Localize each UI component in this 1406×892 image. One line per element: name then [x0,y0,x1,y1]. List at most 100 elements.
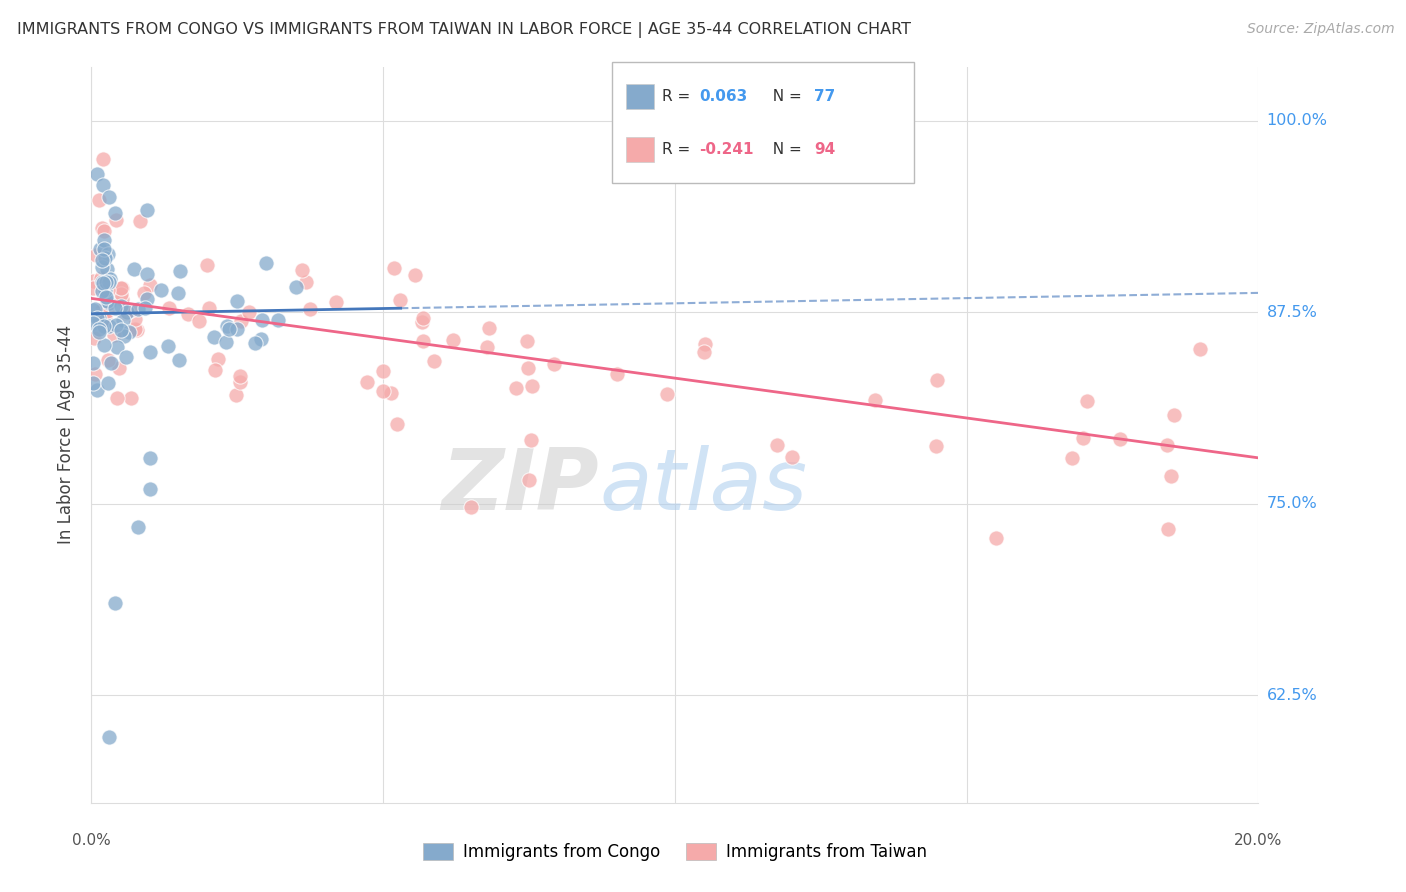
Point [97,190,120,204]
Point [104,301,127,315]
Text: atlas: atlas [599,445,807,528]
Point [97,296,120,310]
Point [105,340,128,354]
Point [984,531,1007,545]
Text: 87.5%: 87.5% [1267,305,1317,319]
Point [91,152,114,166]
Point [93,233,115,247]
Text: Source: ZipAtlas.com: Source: ZipAtlas.com [1247,22,1395,37]
Text: N =: N = [763,142,807,157]
Point [124,311,146,326]
Point [89,311,111,326]
Point [82,316,104,330]
Point [120,303,142,318]
Point [90,285,112,299]
Point [94,275,117,289]
Text: N =: N = [763,88,807,103]
Point [82,281,104,295]
Point [356,375,378,389]
Point [91,276,114,290]
Point [86,384,108,398]
Point [765,437,787,451]
Point [104,205,127,219]
Point [460,500,482,514]
Point [93,310,115,325]
Text: 75.0%: 75.0% [1267,496,1317,511]
Text: 20.0%: 20.0% [1234,833,1282,848]
Point [371,384,394,399]
Point [82,356,104,370]
Point [325,295,347,310]
Point [1073,431,1095,445]
Point [136,267,159,281]
Point [87,322,110,336]
Point [138,450,162,465]
Text: R =: R = [662,88,696,103]
Point [229,376,252,390]
Point [218,322,240,336]
Point [111,293,134,307]
Point [1156,437,1178,451]
Point [605,367,627,381]
Point [250,313,273,327]
Point [91,302,114,317]
Point [94,287,117,301]
Point [132,285,155,300]
Point [226,294,249,309]
Point [198,301,221,315]
Point [138,482,162,496]
Point [225,388,247,402]
Point [124,322,146,336]
Point [1163,409,1185,423]
Point [423,354,446,368]
Point [1076,394,1098,409]
Point [108,361,131,376]
Point [91,221,114,235]
Point [129,213,152,227]
Point [925,439,948,453]
Point [136,292,159,306]
Point [87,325,110,339]
Point [82,376,104,390]
Point [89,193,111,207]
Point [83,331,105,345]
Point [520,434,543,448]
Point [169,264,191,278]
Point [105,391,128,405]
Point [90,271,112,285]
Point [475,340,498,354]
Point [120,391,142,405]
Point [243,336,266,351]
Point [516,334,538,348]
Point [93,242,115,256]
Point [134,301,156,315]
Text: 94: 94 [814,142,835,157]
Point [412,311,434,326]
Point [93,337,115,351]
Point [110,287,132,301]
Point [98,275,121,289]
Point [97,246,120,260]
Text: 0.063: 0.063 [699,88,747,103]
Point [412,334,434,348]
Point [505,381,527,395]
Point [298,302,321,317]
Point [382,260,405,275]
Point [167,352,190,367]
Point [89,242,111,256]
Text: -0.241: -0.241 [699,142,754,157]
Point [97,319,120,334]
Point [112,328,135,343]
Point [863,393,886,408]
Point [91,260,114,275]
Point [96,304,118,318]
Point [94,283,117,297]
Point [83,367,105,381]
Point [215,334,238,349]
Point [1109,433,1132,447]
Point [411,315,433,329]
Point [127,520,149,534]
Point [127,301,149,316]
Point [517,473,540,487]
Point [157,339,180,353]
